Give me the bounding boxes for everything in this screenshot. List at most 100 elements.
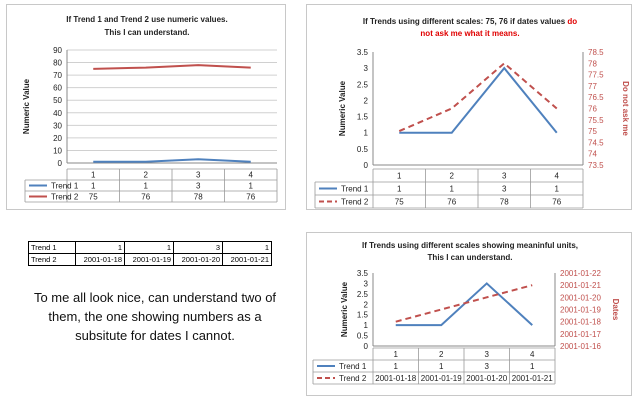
data-label: 2001-01-20 <box>466 374 507 383</box>
chart-panel-date-scale: If Trends using different scales showing… <box>306 232 632 396</box>
x-tick-label: 1 <box>91 171 96 180</box>
y-right-tick-label: 75.5 <box>588 116 604 125</box>
y-right-tick-label: 2001-01-19 <box>560 306 601 315</box>
table-cell: 2001-01-18 <box>75 253 125 266</box>
y-tick-label: 1.5 <box>357 311 369 320</box>
table-row-label: Trend 2 <box>28 253 76 266</box>
y-tick-label: 2.5 <box>357 290 369 299</box>
chart-numeric-values: If Trend 1 and Trend 2 use numeric value… <box>22 15 278 203</box>
series-line-1 <box>93 158 251 163</box>
data-label: 1 <box>249 182 254 191</box>
y-right-tick-label: 76.5 <box>588 93 604 102</box>
chart-title: This I can understand. <box>105 28 190 37</box>
y-tick-label: 60 <box>53 84 62 93</box>
legend-entry: Trend 1 <box>341 185 369 194</box>
y-right-tick-label: 2001-01-17 <box>560 330 601 339</box>
data-label: 3 <box>485 362 490 371</box>
table-cell: 1 <box>124 241 174 254</box>
data-label: 76 <box>246 193 255 202</box>
y-tick-label: 2 <box>364 96 369 105</box>
y-tick-label: 90 <box>53 46 62 55</box>
data-label: 2001-01-18 <box>375 374 416 383</box>
data-label: 3 <box>502 185 507 194</box>
y-tick-label: 10 <box>53 146 62 155</box>
y-right-tick-label: 74 <box>588 150 597 159</box>
y-tick-label: 3.5 <box>357 269 369 278</box>
legend-entry: Trend 2 <box>51 193 79 202</box>
data-label: 78 <box>194 193 203 202</box>
y-right-tick-label: 77 <box>588 82 597 91</box>
y-tick-label: 80 <box>53 59 62 68</box>
table-cell: 3 <box>173 241 223 254</box>
y-right-axis-label: Dates <box>611 299 620 321</box>
x-tick-label: 4 <box>249 171 254 180</box>
y-right-tick-label: 76 <box>588 105 597 114</box>
y-right-tick-label: 78 <box>588 59 597 68</box>
legend-entry: Trend 2 <box>341 198 369 207</box>
y-tick-label: 50 <box>53 96 62 105</box>
chart-title: If Trends using different scales showing… <box>362 241 578 250</box>
table-row-label: Trend 1 <box>28 241 76 254</box>
data-label: 1 <box>394 362 399 371</box>
y-tick-label: 1.5 <box>357 113 369 122</box>
x-tick-label: 4 <box>530 350 535 359</box>
y-right-tick-label: 74.5 <box>588 138 604 147</box>
series-line-1 <box>399 66 558 134</box>
chart-title: If Trends using different scales: 75, 76… <box>363 17 577 26</box>
table-cell: 1 <box>75 241 125 254</box>
y-right-tick-label: 2001-01-18 <box>560 318 601 327</box>
y-axis-label: Numeric Value <box>340 281 349 337</box>
x-tick-label: 3 <box>196 171 201 180</box>
y-right-tick-label: 75 <box>588 127 597 136</box>
x-tick-label: 2 <box>450 172 455 181</box>
table-cell: 2001-01-21 <box>222 253 272 266</box>
table-cell: 2001-01-19 <box>124 253 174 266</box>
data-label: 1 <box>397 185 402 194</box>
legend-entry: Trend 1 <box>51 182 79 191</box>
series-line-2 <box>395 284 533 323</box>
y-tick-label: 0.5 <box>357 145 369 154</box>
x-tick-label: 2 <box>144 171 149 180</box>
data-label: 1 <box>439 362 444 371</box>
chart-different-scales: If Trends using different scales: 75, 76… <box>314 17 630 209</box>
table-row: Trend 1 1 1 3 1 <box>28 241 272 254</box>
data-label: 2001-01-21 <box>512 374 553 383</box>
series-line-2 <box>398 61 558 133</box>
y-right-tick-label: 2001-01-21 <box>560 281 601 290</box>
data-label: 1 <box>450 185 455 194</box>
y-tick-label: 70 <box>53 71 62 80</box>
y-right-tick-label: 73.5 <box>588 161 604 170</box>
y-tick-label: 2.5 <box>357 80 369 89</box>
x-tick-label: 3 <box>502 172 507 181</box>
data-label: 2001-01-19 <box>421 374 462 383</box>
table-cell: 1 <box>222 241 272 254</box>
y-tick-label: 3 <box>364 64 369 73</box>
data-label: 75 <box>89 193 98 202</box>
x-tick-label: 1 <box>394 350 399 359</box>
table-row: Trend 2 2001-01-18 2001-01-19 2001-01-20… <box>28 253 272 266</box>
chart-title-red: not ask me what it means. <box>420 29 519 38</box>
y-tick-label: 3 <box>364 279 369 288</box>
comment-text: To me all look nice, can understand two … <box>33 290 277 343</box>
chart-title: This I can understand. <box>428 253 513 262</box>
x-tick-label: 4 <box>555 172 560 181</box>
legend-entry: Trend 1 <box>339 362 367 371</box>
x-tick-label: 2 <box>439 350 444 359</box>
data-label: 76 <box>141 193 150 202</box>
x-tick-label: 3 <box>485 350 490 359</box>
y-right-tick-label: 2001-01-16 <box>560 342 601 351</box>
y-axis-label: Numeric Value <box>338 80 347 136</box>
data-table: Trend 1 1 1 3 1 Trend 2 2001-01-18 2001-… <box>28 241 272 266</box>
y-tick-label: 30 <box>53 121 62 130</box>
chart-meaningful-units: If Trends using different scales showing… <box>312 241 620 385</box>
data-label: 1 <box>555 185 560 194</box>
y-tick-label: 0 <box>58 159 63 168</box>
chart-title: If Trend 1 and Trend 2 use numeric value… <box>66 15 227 24</box>
y-tick-label: 20 <box>53 134 62 143</box>
y-tick-label: 0 <box>364 342 369 351</box>
y-tick-label: 1 <box>364 321 369 330</box>
y-axis-label: Numeric Value <box>22 78 31 134</box>
x-tick-label: 1 <box>397 172 402 181</box>
data-label: 1 <box>91 182 96 191</box>
y-right-tick-label: 2001-01-22 <box>560 269 601 278</box>
